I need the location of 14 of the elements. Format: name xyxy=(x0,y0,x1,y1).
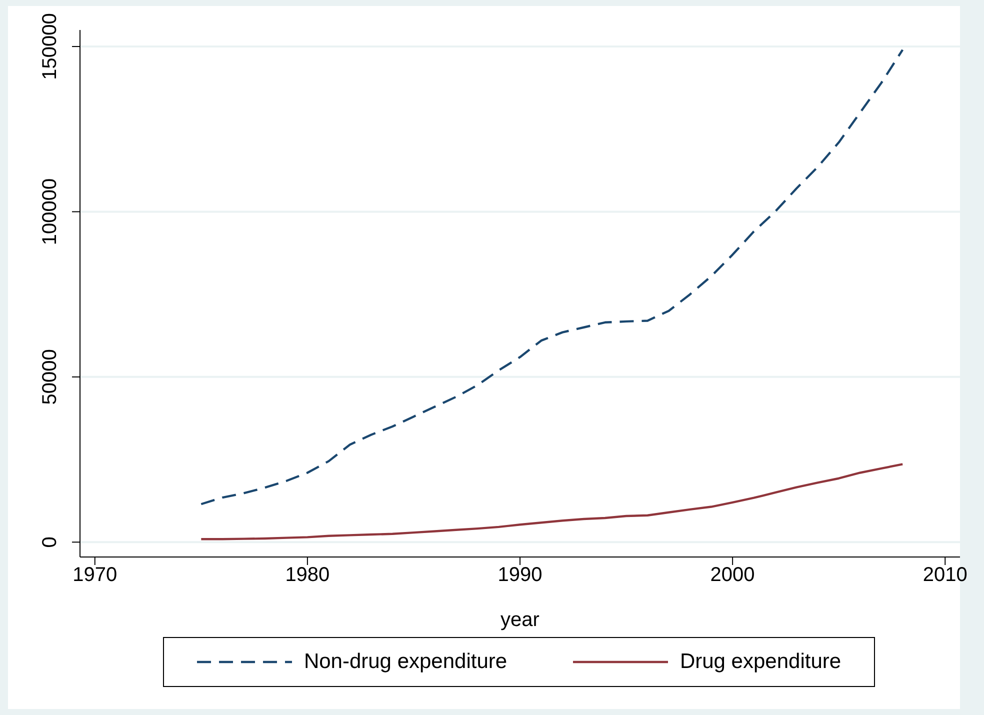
x-tick-label: 2010 xyxy=(922,564,968,586)
x-tick-label: 1980 xyxy=(285,564,330,586)
x-tick-label: 1990 xyxy=(498,564,542,586)
y-tick-label: 100000 xyxy=(39,178,61,246)
y-tick-label: 0 xyxy=(39,536,61,548)
line-series xyxy=(200,463,904,540)
x-tick-label: 1970 xyxy=(72,564,118,586)
legend-label: Non-drug expenditure xyxy=(304,650,508,674)
x-axis-title: year xyxy=(500,609,540,631)
y-tick-label: 50000 xyxy=(39,349,61,405)
legend-label: Drug expenditure xyxy=(680,650,842,674)
x-tick-label: 2000 xyxy=(710,564,755,586)
line-series xyxy=(200,48,904,506)
y-tick-label: 150000 xyxy=(39,13,61,80)
